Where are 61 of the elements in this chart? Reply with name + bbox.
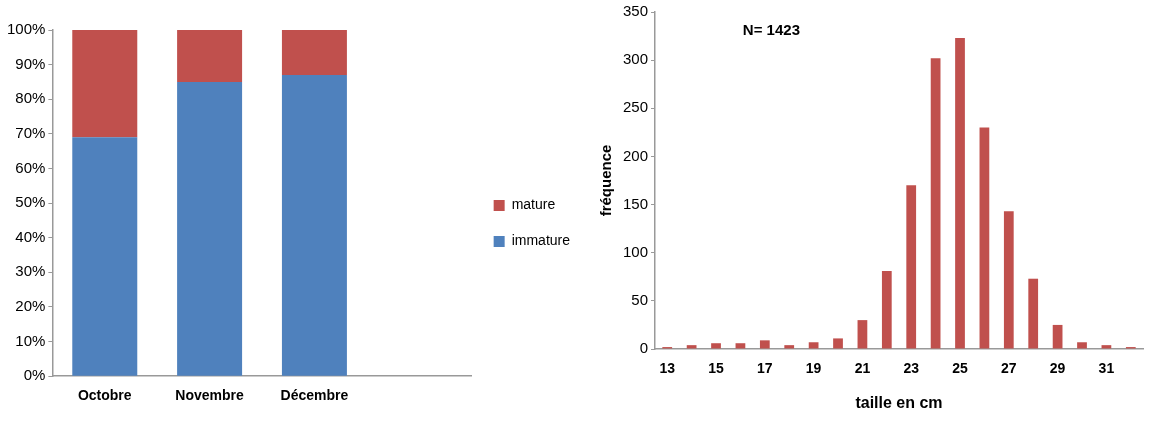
y-tick-label: 0 [639, 339, 649, 357]
bar [686, 345, 697, 349]
x-tick-label: 13 [659, 360, 676, 377]
bar [711, 343, 721, 349]
y-tick-label: 100 [623, 242, 649, 260]
legend-label: immature [511, 232, 571, 249]
y-tick-label: 250 [623, 98, 649, 116]
x-tick-label: 15 [708, 360, 725, 377]
y-tick-label: 80% [15, 89, 46, 107]
bar [906, 185, 917, 349]
x-tick-label: 23 [903, 360, 920, 377]
bar [72, 30, 138, 138]
x-tick-label: 31 [1098, 360, 1115, 377]
bar [735, 343, 746, 349]
y-tick-label: 40% [15, 227, 46, 245]
x-tick-label: Octobre [77, 387, 132, 404]
bar [1052, 324, 1063, 349]
y-tick-label: 200 [623, 146, 649, 164]
y-tick-label: 300 [623, 50, 649, 68]
bar [1028, 278, 1039, 349]
bar [930, 58, 941, 349]
x-tick-label: 27 [1001, 360, 1017, 377]
legend-label: mature [511, 196, 556, 213]
y-tick-label: 350 [623, 2, 649, 20]
y-tick-label: 150 [623, 194, 649, 212]
y-tick-label: 30% [15, 262, 46, 280]
bar [1077, 342, 1087, 349]
x-tick-label: 25 [952, 360, 969, 377]
bar [881, 271, 892, 349]
y-tick-label: 70% [15, 124, 46, 141]
bar [281, 30, 347, 76]
x-axis-title: taille en cm [855, 393, 943, 411]
x-tick-label: 17 [757, 360, 773, 377]
x-tick-label: 21 [854, 360, 871, 377]
x-tick-label: 19 [805, 360, 822, 377]
x-tick-label: Décembre [280, 387, 349, 404]
bar [72, 137, 138, 376]
x-tick-label: Novembre [175, 387, 245, 404]
bar [1003, 211, 1014, 349]
y-tick-label: 10% [15, 331, 46, 349]
bar [177, 30, 243, 82]
bar [1101, 345, 1112, 349]
bar [759, 340, 770, 349]
bar [955, 38, 965, 349]
bar [833, 338, 843, 349]
y-tick-label: 0% [23, 366, 46, 384]
y-axis-title: fréquence [597, 144, 615, 217]
y-tick-label: 90% [15, 54, 46, 72]
y-tick-label: 50% [15, 193, 46, 211]
bar [784, 345, 795, 349]
y-tick-label: 60% [15, 158, 46, 176]
x-tick-label: 29 [1049, 360, 1066, 377]
annotation: N= 1423 [742, 20, 800, 38]
bar [979, 127, 990, 349]
bar [808, 342, 819, 349]
y-tick-label: 100% [6, 20, 46, 38]
bar [857, 320, 868, 349]
y-tick-label: 50 [631, 291, 649, 308]
bar [281, 75, 347, 376]
y-tick-label: 20% [15, 297, 46, 315]
bar [177, 81, 243, 376]
